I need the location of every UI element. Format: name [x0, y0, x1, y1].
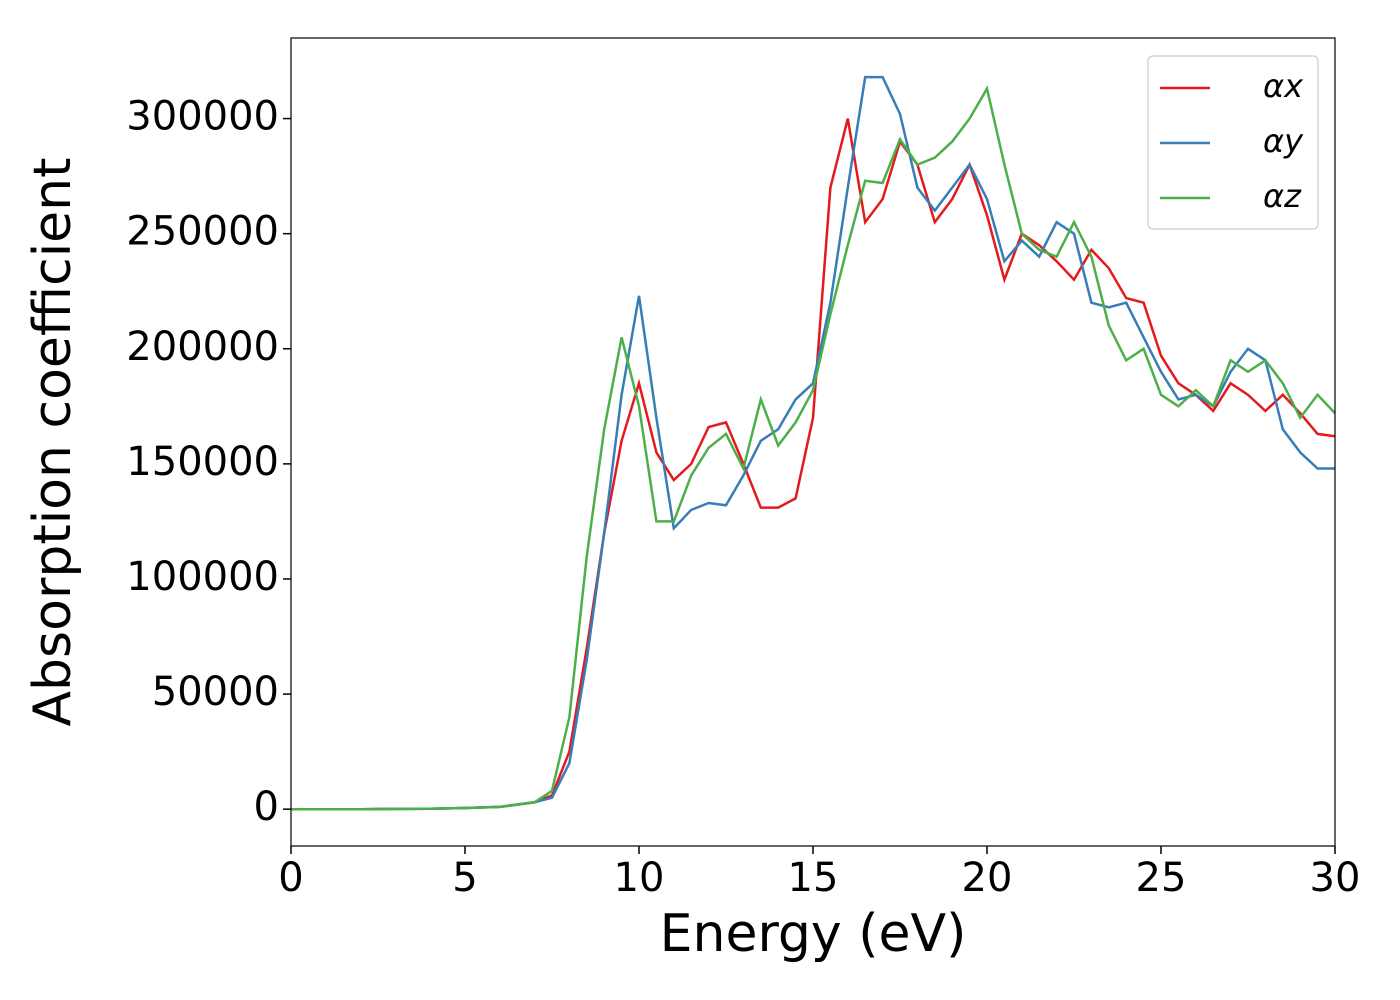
x-tick-label: 0 — [278, 855, 303, 901]
x-tick-label: 5 — [452, 855, 477, 901]
series-line — [291, 85, 1335, 811]
y-tick-label: 250000 — [126, 209, 279, 255]
legend-label: αz — [1263, 177, 1302, 215]
legend-label: αy — [1263, 122, 1304, 160]
x-tick-label: 30 — [1310, 855, 1361, 901]
plot-frame — [290, 37, 1336, 847]
x-tick-label: 10 — [614, 855, 665, 901]
legend-label: αx — [1263, 67, 1304, 105]
y-tick-label: 50000 — [152, 669, 279, 715]
y-tick-label: 150000 — [126, 439, 279, 485]
y-tick-label: 300000 — [126, 94, 279, 140]
y-tick-label: 0 — [254, 784, 279, 830]
x-tick-label: 25 — [1136, 855, 1187, 901]
y-tick-label: 100000 — [126, 554, 279, 600]
x-tick-label: 15 — [788, 855, 839, 901]
y-axis-label: Absorption coefficient — [23, 157, 83, 726]
x-axis-label: Energy (eV) — [660, 904, 967, 964]
y-tick-label: 200000 — [126, 324, 279, 370]
x-tick-label: 20 — [962, 855, 1013, 901]
legend-box — [1147, 55, 1319, 230]
